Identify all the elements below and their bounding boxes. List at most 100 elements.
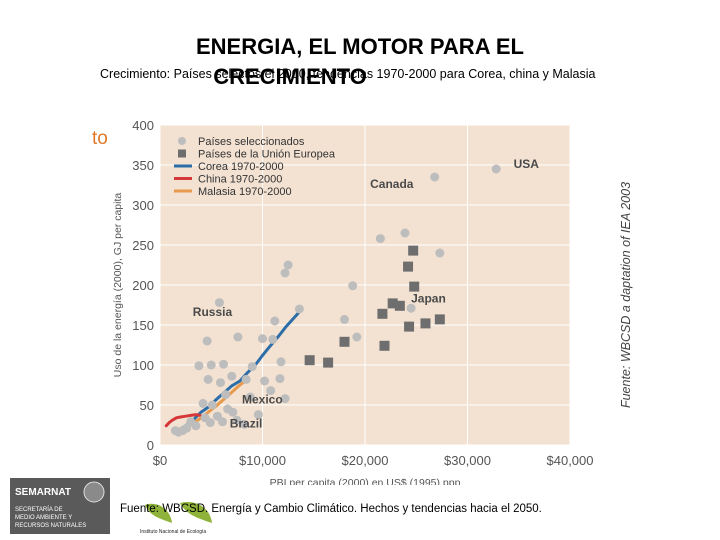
data-point-selected: [430, 172, 440, 182]
data-point-selected: [215, 378, 225, 388]
data-point-selected: [280, 268, 290, 278]
semarnat-line-2: MEDIO AMBIENTE Y: [15, 515, 72, 521]
data-point-selected: [205, 418, 215, 428]
source-rotated-text: Fuente: WBCSD a daptation of IEA 2003: [619, 182, 633, 408]
data-point-selected: [406, 303, 416, 313]
x-tick-label: $40,000: [547, 453, 594, 468]
y-tick-label: 50: [140, 398, 154, 413]
data-point-selected: [202, 336, 212, 346]
x-tick-label: $10,000: [239, 453, 286, 468]
data-point-selected: [221, 390, 231, 400]
data-point-selected: [194, 361, 204, 371]
country-label: Japan: [411, 292, 446, 306]
country-label: Canada: [370, 177, 414, 191]
legend-label: Países seleccionados: [198, 136, 305, 148]
data-point-selected: [283, 260, 293, 270]
source-rotated-label: Fuente: WBCSD a daptation of IEA 2003: [619, 182, 633, 408]
ine-name: Instituto Nacional de Ecología: [140, 529, 206, 535]
data-point-eu: [339, 336, 350, 347]
data-point-selected: [245, 392, 255, 402]
data-point-selected: [435, 248, 445, 258]
title-fragment: to: [92, 128, 108, 149]
data-point-selected: [227, 371, 237, 381]
data-point-eu: [377, 308, 388, 319]
legend-label: Corea 1970-2000: [198, 161, 284, 173]
data-point-eu: [403, 261, 414, 272]
ine-leaf-icon: [145, 503, 172, 523]
legend-marker-eu: [178, 149, 186, 158]
data-point-selected: [239, 419, 249, 429]
country-label: Russia: [193, 305, 233, 319]
x-tick-label: $30,000: [444, 453, 491, 468]
ine-leaf-icon: [180, 501, 212, 523]
semarnat-logo: SEMARNAT SECRETARÍA DE MEDIO AMBIENTE Y …: [10, 478, 110, 534]
data-point-selected: [247, 362, 257, 372]
data-point-selected: [228, 407, 238, 417]
data-point-eu: [404, 321, 415, 332]
data-point-selected: [191, 421, 201, 431]
data-point-selected: [348, 281, 358, 291]
data-point-eu: [323, 357, 334, 368]
y-tick-label: 100: [132, 358, 154, 373]
country-label: Mexico: [242, 392, 283, 406]
data-point-selected: [491, 164, 501, 174]
country-label: Brazil: [230, 416, 263, 430]
legend-label: China 1970-2000: [198, 174, 282, 186]
data-point-selected: [340, 314, 349, 324]
y-tick-label: 350: [132, 158, 154, 173]
data-point-selected: [178, 426, 188, 436]
data-point-selected: [219, 359, 229, 369]
data-point-selected: [198, 398, 208, 408]
data-point-eu: [387, 298, 398, 309]
data-point-selected: [294, 304, 304, 314]
data-point-eu: [379, 340, 390, 351]
data-point-selected: [280, 394, 290, 404]
y-tick-label: 300: [132, 198, 154, 213]
data-point-selected: [232, 415, 242, 425]
data-point-selected: [270, 316, 280, 326]
legend-label: Malasia 1970-2000: [198, 186, 292, 198]
data-point-eu: [434, 314, 445, 325]
x-tick-label: $20,000: [342, 453, 389, 468]
ine-logo: Instituto Nacional de Ecología: [140, 501, 212, 535]
footer-source: Fuente: WBCSD. Energía y Cambio Climátic…: [120, 503, 542, 515]
data-point-selected: [400, 228, 410, 238]
data-point-selected: [241, 374, 251, 384]
data-point-selected: [203, 374, 213, 384]
data-point-selected: [214, 298, 224, 308]
scatter-chart: 0 50 100 150 200 250 300 350 400 $0 $10,000 $20,000…: [112, 118, 594, 485]
semarnat-line-3: RECURSOS NATURALES: [15, 523, 86, 529]
data-point-selected: [268, 334, 278, 344]
page-title-line2: CRECIMIENTO: [213, 64, 367, 89]
data-point-selected: [258, 334, 267, 344]
data-point-selected: [207, 400, 217, 410]
data-point-selected: [206, 360, 216, 370]
legend-label: Países de la Unión Europea: [198, 149, 336, 161]
data-point-eu: [409, 281, 420, 292]
legend-marker-selected: [178, 137, 186, 145]
data-point-selected: [218, 417, 228, 427]
data-point-selected: [253, 410, 263, 420]
y-axis-label: Uso de la energía (2000), GJ per capita: [112, 193, 124, 378]
data-point-selected: [275, 374, 285, 384]
data-point-selected: [233, 332, 243, 342]
semarnat-line-1: SECRETARÍA DE: [15, 506, 63, 513]
x-tick-label: $0: [153, 453, 167, 468]
data-point-selected: [352, 332, 362, 342]
y-tick-label: 150: [132, 318, 154, 333]
page-title-line1: ENERGIA, EL MOTOR PARA EL: [196, 34, 524, 59]
data-point-selected: [260, 376, 270, 386]
country-label: USA: [514, 157, 540, 171]
y-tick-label: 0: [147, 438, 154, 453]
page-subtitle: Crecimiento: Países selectos el 2000, te…: [100, 67, 596, 81]
x-axis-label: PBI per capita (2000) en US$ (1995) ppp: [270, 477, 461, 485]
data-point-selected: [375, 234, 385, 244]
y-tick-label: 250: [132, 238, 154, 253]
data-point-eu: [394, 300, 405, 311]
data-point-eu: [304, 355, 315, 366]
y-tick-label: 200: [132, 278, 154, 293]
data-point-eu: [420, 318, 431, 329]
y-tick-label: 400: [132, 118, 154, 133]
eagle-emblem-icon: [83, 481, 105, 503]
data-point-selected: [276, 357, 286, 367]
